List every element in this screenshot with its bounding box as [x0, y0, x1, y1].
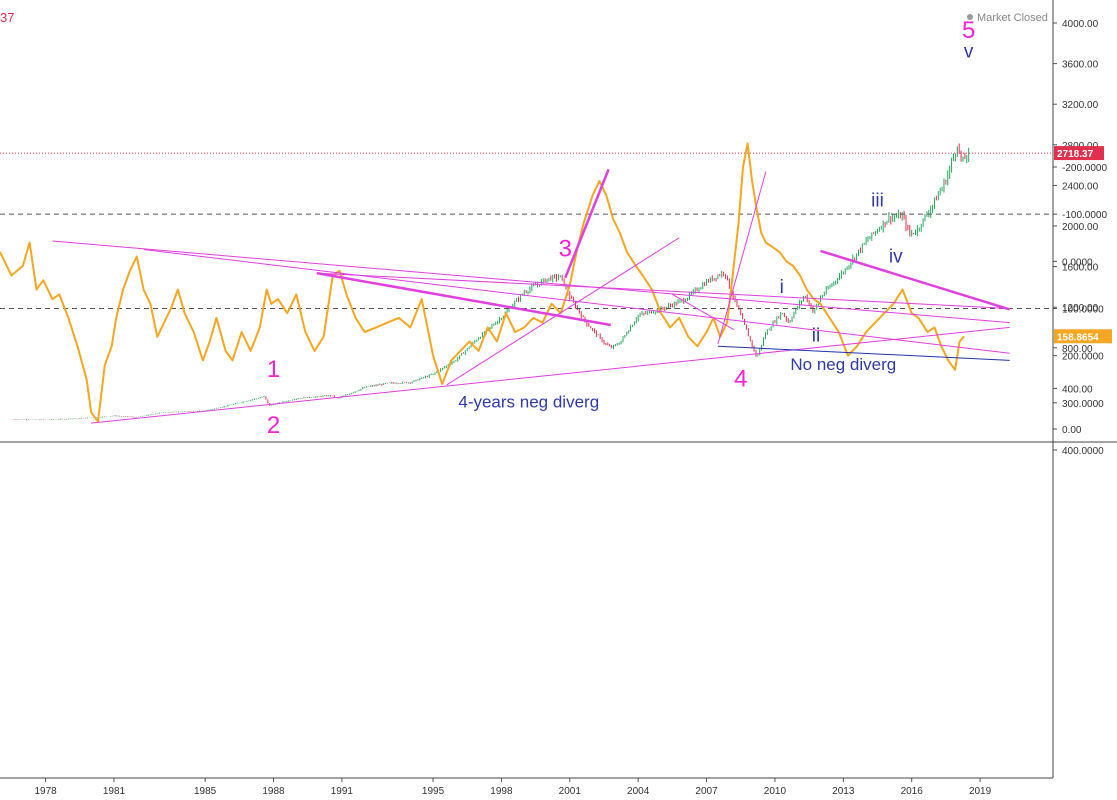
- time-tick-label: 2007: [695, 786, 718, 797]
- time-axis[interactable]: 1978 1981 1985 1988 1991 1995 1998 2001 2004 2007…: [34, 778, 992, 797]
- time-tick-label: 1985: [194, 786, 217, 797]
- last-value-label: 158.8654: [1057, 332, 1099, 343]
- market-status-dot-icon: [967, 14, 973, 20]
- price-tick-label: 1200.00: [1062, 303, 1099, 314]
- price-tick-label: 4000.00: [1062, 19, 1099, 30]
- trendline: [446, 237, 680, 386]
- time-tick-label: 1995: [422, 786, 445, 797]
- market-status-text: Market Closed: [977, 12, 1048, 24]
- trendline: [717, 171, 767, 345]
- indicator-line: [0, 142, 965, 423]
- trendline: [91, 326, 1010, 424]
- time-tick-label: 2016: [901, 786, 924, 797]
- time-tick-label: 2019: [969, 786, 992, 797]
- indicator-tick-label: -200.0000: [1062, 163, 1107, 174]
- price-axis[interactable]: 0.00 400.00 800.00 1200.00 1600.00 2000.00 240…: [1053, 19, 1104, 436]
- time-tick-label: 2013: [832, 786, 855, 797]
- time-tick-label: 1988: [262, 786, 285, 797]
- indicator-tick-label: 0.0000: [1062, 257, 1093, 268]
- indicator-tick-label: 200.0000: [1062, 352, 1104, 363]
- indicator-tick-label: 100.0000: [1062, 305, 1104, 316]
- wave-label: v: [964, 42, 974, 63]
- wave-label: 2: [267, 412, 280, 439]
- price-tick-label: 3200.00: [1062, 100, 1099, 111]
- wave-label: ii: [812, 326, 820, 347]
- last-price-badge: [1054, 146, 1104, 161]
- trendline: [820, 249, 1011, 311]
- wave-label: iii: [871, 191, 884, 212]
- wave-label: i: [780, 277, 784, 298]
- indicator-pane[interactable]: 4-years neg diverg No neg diverg: [0, 142, 1053, 424]
- time-tick-label: 1998: [490, 786, 513, 797]
- symbol-price-fragment: 37: [0, 10, 14, 25]
- trendline: [316, 271, 612, 327]
- time-tick-label: 1978: [34, 786, 57, 797]
- price-tick-label: 3600.00: [1062, 60, 1099, 71]
- trendline: [564, 168, 610, 279]
- time-tick-label: 1981: [103, 786, 126, 797]
- wave-label: 3: [559, 235, 572, 262]
- annotation-text: No neg diverg: [790, 355, 896, 374]
- wave-label: 4: [734, 365, 747, 392]
- indicator-tick-label: 300.0000: [1062, 399, 1104, 410]
- indicator-axis[interactable]: -200.0000 -100.0000 0.0000 100.0000 200.0000…: [1053, 163, 1112, 457]
- price-tick-label: 800.00: [1062, 344, 1093, 355]
- time-tick-label: 2010: [764, 786, 787, 797]
- time-tick-label: 1991: [331, 786, 354, 797]
- trendline: [52, 240, 1010, 324]
- indicator-tick-label: -100.0000: [1062, 210, 1107, 221]
- wave-label: 1: [267, 356, 280, 383]
- price-tick-label: 0.00: [1062, 425, 1082, 436]
- price-tick-label: 1600.00: [1062, 263, 1099, 274]
- last-price-label: 2718.37: [1057, 149, 1094, 160]
- trendline: [143, 249, 1010, 354]
- price-tick-label: 400.00: [1062, 384, 1093, 395]
- price-tick-label: 2400.00: [1062, 181, 1099, 192]
- trendline: [717, 345, 1010, 361]
- wave-label: 5: [962, 17, 975, 44]
- annotation-text: 4-years neg diverg: [458, 393, 599, 412]
- wave-label: iv: [889, 247, 903, 268]
- trendline: [316, 272, 1010, 309]
- time-tick-label: 2004: [627, 786, 650, 797]
- last-value-badge: [1054, 329, 1112, 344]
- price-tick-label: 2000.00: [1062, 222, 1099, 233]
- indicator-tick-label: 400.0000: [1062, 446, 1104, 457]
- time-tick-label: 2001: [559, 786, 582, 797]
